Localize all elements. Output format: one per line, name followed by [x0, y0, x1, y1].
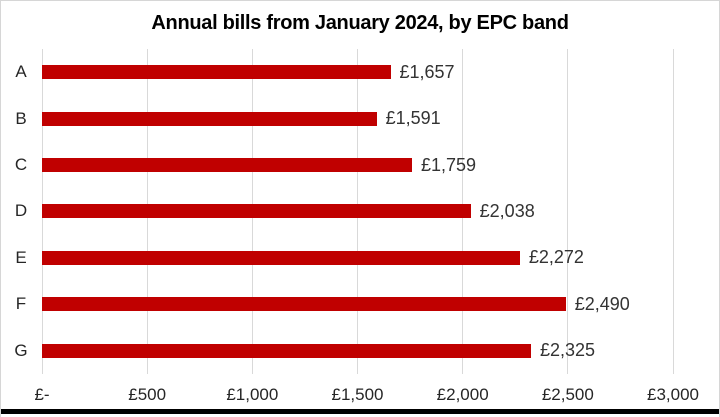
value-label: £2,038 [479, 200, 535, 221]
value-label: £2,272 [528, 247, 584, 268]
x-tick-label: £- [34, 385, 50, 404]
category-label: D [14, 201, 28, 221]
bar-row: A £1,657 [15, 49, 673, 95]
x-tick-label: £2,000 [436, 385, 489, 404]
x-axis: £- £500 £1,000 £1,500 £2,000 £2,500 £3,000 [34, 385, 699, 407]
category-label: A [15, 62, 27, 82]
value-label: £1,591 [385, 108, 441, 129]
bar [42, 343, 532, 358]
x-tick-label: £2,500 [541, 385, 594, 404]
bar-row: B £1,591 [15, 95, 673, 141]
bar [42, 65, 391, 80]
x-tick-label: £1,000 [226, 385, 279, 404]
category-label: B [15, 108, 27, 128]
category-label: C [14, 155, 28, 175]
bar [42, 297, 566, 312]
gridline [672, 49, 674, 374]
bottom-rule [1, 409, 719, 414]
value-label: £2,490 [574, 293, 630, 314]
value-label: £2,325 [540, 340, 596, 361]
value-label: £1,657 [399, 61, 455, 82]
bar [42, 111, 377, 126]
bar-row: E £2,272 [15, 235, 673, 281]
chart-title: Annual bills from January 2024, by EPC b… [151, 12, 569, 34]
gridline [567, 49, 569, 374]
x-tick-label: £1,500 [331, 385, 384, 404]
category-label: G [14, 340, 28, 360]
x-tick-label: £500 [128, 385, 167, 404]
bar [42, 250, 520, 265]
bar-row: D £2,038 [15, 188, 673, 234]
bar-row: C £1,759 [15, 142, 673, 188]
bar [42, 204, 471, 219]
bar [42, 158, 412, 173]
category-label: F [15, 294, 27, 314]
category-label: E [15, 247, 27, 267]
value-label: £1,759 [420, 154, 477, 175]
bar-row: F £2,490 [16, 281, 673, 327]
plot-area: A £1,657 B £1,591 C £1,759 D £2,038 E £2,272 F £2,4… [14, 49, 674, 374]
bars-layer: A £1,657 B £1,591 C £1,759 D £2,038 E £2,272 F £2,4… [14, 49, 673, 374]
x-tick-label: £3,000 [647, 385, 699, 404]
bar-row: G £2,325 [14, 328, 673, 374]
